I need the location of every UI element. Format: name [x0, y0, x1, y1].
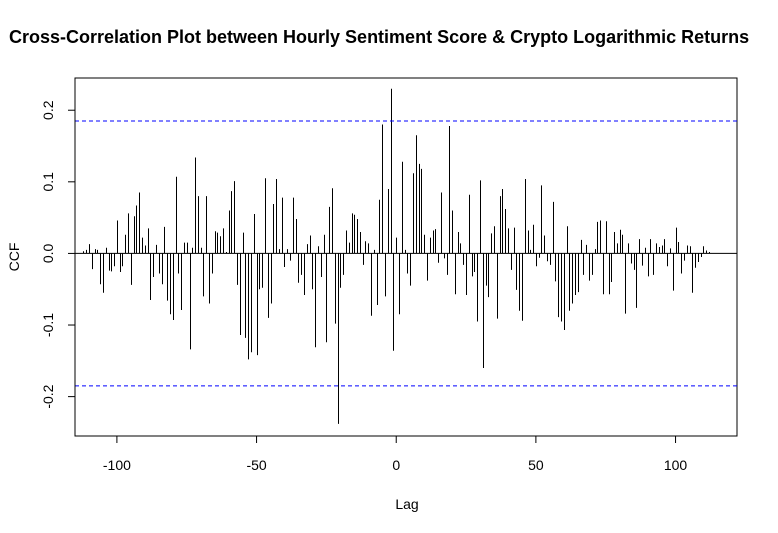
y-tick-label: -0.2 — [40, 384, 56, 408]
y-axis-label: CCF — [6, 243, 22, 272]
y-tick-label: 0.0 — [40, 243, 56, 263]
x-tick-label: -100 — [103, 457, 131, 473]
x-tick-label: 50 — [528, 457, 544, 473]
x-tick-label: -50 — [246, 457, 266, 473]
y-tick-label: 0.2 — [40, 100, 56, 120]
x-axis-label: Lag — [395, 496, 418, 512]
axes: -100 -50 0 50 100 -0.2 -0.1 0.0 0.1 0.2 — [40, 100, 687, 473]
plot-frame — [74, 77, 738, 437]
x-tick-label: 100 — [664, 457, 688, 473]
ccf-bars — [75, 88, 737, 424]
y-tick-label: -0.1 — [40, 313, 56, 337]
y-tick-label: 0.1 — [40, 172, 56, 192]
chart-title: Cross-Correlation Plot between Hourly Se… — [9, 27, 749, 47]
x-tick-label: 0 — [392, 457, 400, 473]
